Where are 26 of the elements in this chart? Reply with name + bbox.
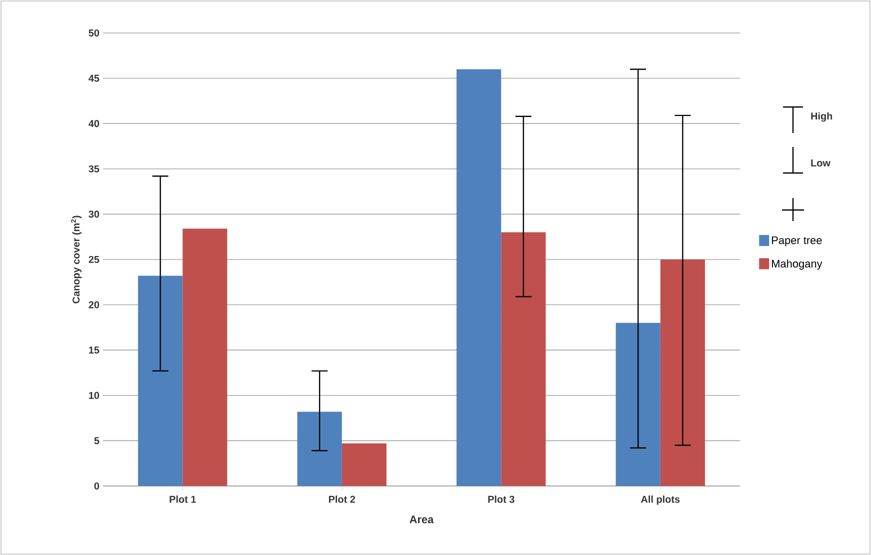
y-tick-label: 0 — [94, 482, 100, 490]
x-tick-label: All plots — [640, 496, 680, 505]
text: High — [811, 112, 832, 122]
y-tick-label: 45 — [88, 74, 100, 82]
x-tick-label: Plot 3 — [488, 496, 514, 503]
bar — [182, 228, 228, 486]
y-axis-title: Canopy cover (m$^{2}$) — [71, 216, 82, 304]
y-tick-label: 35 — [88, 165, 100, 172]
bar — [138, 276, 183, 486]
y-tick-label: 15 — [89, 346, 100, 354]
y-tick-label: 25 — [88, 256, 100, 264]
text: Low — [811, 160, 830, 166]
y-tick-label: 20 — [88, 301, 100, 308]
legend-label: Mahogany — [772, 260, 822, 270]
x-axis-title: Area — [410, 516, 434, 524]
y-tick-label: 30 — [88, 210, 100, 218]
legend-label: Paper tree — [772, 236, 822, 246]
bar — [456, 69, 502, 486]
y-tick-label: 40 — [88, 120, 100, 128]
x-tick-label: Plot 1 — [170, 496, 196, 503]
x-tick-label: Plot 2 — [328, 496, 356, 503]
y-tick-label: 10 — [89, 392, 100, 399]
y-tick-label: 5 — [94, 437, 100, 444]
bar — [501, 232, 546, 486]
y-tick-label: 50 — [88, 29, 100, 37]
bar — [342, 443, 386, 486]
